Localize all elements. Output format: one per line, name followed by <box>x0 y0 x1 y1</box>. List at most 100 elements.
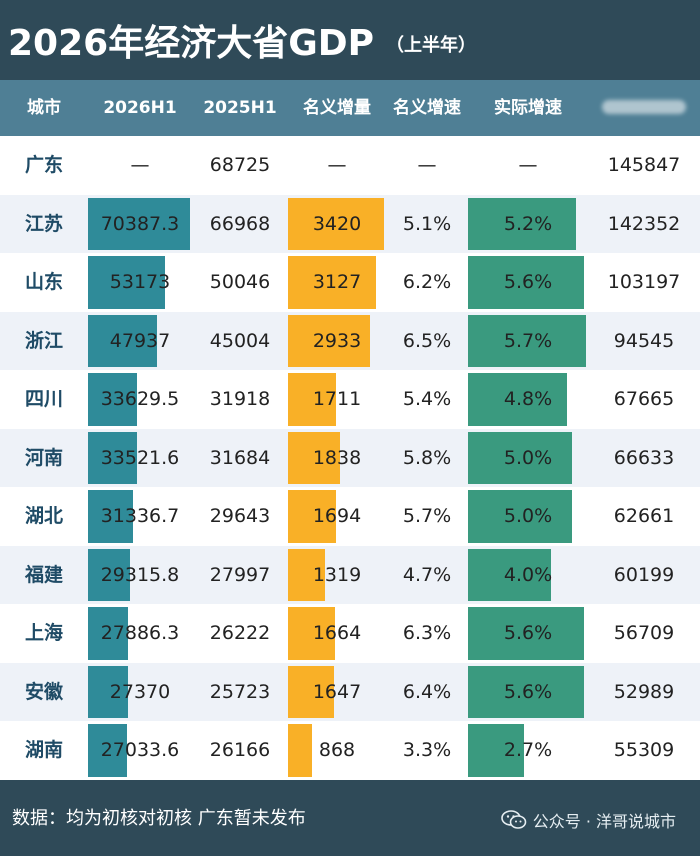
cell-last-column: 67665 <box>613 388 675 411</box>
table-row: 山东 53173 50046 3127 6.2% 5.6% 103197 <box>0 253 700 312</box>
cell-gdp-2026h1: — <box>130 154 150 176</box>
real-growth-bar <box>468 724 524 777</box>
increase-bar <box>288 373 337 426</box>
gdp-bar <box>88 314 158 368</box>
column-header: 2026H1 <box>103 98 177 118</box>
real-growth-bar <box>468 197 576 251</box>
table-row: 河南 33521.6 31684 1838 5.8% 5.0% 66633 <box>0 428 700 488</box>
cell-real-growth: 5.0% <box>503 446 553 469</box>
cell-gdp-2025h1: 31684 <box>209 446 271 469</box>
cell-nominal-increase: 868 <box>318 739 356 762</box>
data-note: 数据：均为初核对初核 广东暂未发布 <box>12 808 306 829</box>
table-row: 上海 27886.3 26222 1664 6.3% 5.6% 56709 <box>0 604 700 663</box>
table-row: 湖北 31336.7 29643 1694 5.7% 5.0% 62661 <box>0 487 700 546</box>
cell-gdp-2025h1: 50046 <box>209 271 271 294</box>
cell-province: 河南 <box>24 446 63 469</box>
cell-province: 安徽 <box>24 680 63 703</box>
table-row: 福建 29315.8 27997 1319 4.7% 4.0% 60199 <box>0 545 700 605</box>
gdp-bar <box>88 373 137 426</box>
cell-nominal-increase: — <box>327 154 347 176</box>
column-header: 实际增速 <box>494 98 562 118</box>
increase-bar <box>288 197 384 251</box>
cell-nominal-growth: 5.7% <box>402 505 452 528</box>
cell-gdp-2026h1: 33629.5 <box>100 388 180 411</box>
cell-gdp-2025h1: 27997 <box>209 563 271 586</box>
cell-province: 江苏 <box>24 212 63 235</box>
table-row: 江苏 70387.3 66968 3420 5.1% 5.2% 142352 <box>0 194 700 254</box>
column-header: 2025H1 <box>203 98 277 118</box>
cell-nominal-growth: 6.5% <box>402 329 452 352</box>
gdp-bar <box>88 665 128 719</box>
cell-nominal-increase: 1664 <box>312 622 362 645</box>
cell-real-growth: 5.6% <box>503 271 553 294</box>
cell-real-growth: 2.7% <box>503 739 553 762</box>
cell-gdp-2026h1: 53173 <box>109 271 171 294</box>
gdp-bar <box>88 197 190 251</box>
cell-gdp-2025h1: 66968 <box>209 212 271 235</box>
cell-province: 上海 <box>24 622 63 645</box>
real-growth-bar <box>468 665 584 719</box>
column-header: 名义增量 <box>303 98 371 118</box>
table-row: 广东 — 68725 — — — 145847 <box>0 136 700 195</box>
increase-bar <box>288 548 326 602</box>
real-growth-bar <box>468 314 586 368</box>
gdp-bar <box>88 724 128 777</box>
cell-last-column: 55309 <box>613 739 675 762</box>
cell-province: 福建 <box>24 563 63 586</box>
increase-bar <box>288 314 371 368</box>
cell-real-growth: 5.0% <box>503 505 553 528</box>
footer: 数据：均为初核对初核 广东暂未发布 公众号 · 洋哥说城市 <box>0 780 700 856</box>
table-row: 安徽 27370 25723 1647 6.4% 5.6% 52989 <box>0 662 700 722</box>
gdp-bar <box>88 256 166 309</box>
cell-nominal-increase: 1838 <box>312 446 362 469</box>
table-row: 浙江 47937 45004 2933 6.5% 5.7% 94545 <box>0 311 700 371</box>
cell-gdp-2026h1: 33521.6 <box>100 446 180 469</box>
cell-nominal-growth: 6.2% <box>402 271 452 294</box>
cell-gdp-2026h1: 31336.7 <box>100 505 180 528</box>
real-growth-bar <box>468 373 568 426</box>
cell-real-growth: 4.8% <box>503 388 553 411</box>
gdp-bar <box>88 607 129 660</box>
cell-last-column: 142352 <box>607 212 681 235</box>
real-growth-bar <box>468 431 572 485</box>
cell-nominal-growth: 5.4% <box>402 388 452 411</box>
table-row: 四川 33629.5 31918 1711 5.4% 4.8% 67665 <box>0 370 700 429</box>
increase-bar <box>288 490 336 543</box>
cell-nominal-increase: 2933 <box>312 329 362 352</box>
cell-gdp-2025h1: 26222 <box>209 622 271 645</box>
cell-last-column: 60199 <box>613 563 675 586</box>
cell-nominal-increase: 1647 <box>312 680 362 703</box>
source-label: 公众号 · 洋哥说城市 <box>500 808 676 832</box>
table-row: 湖南 27033.6 26166 868 3.3% 2.7% 55309 <box>0 721 700 780</box>
cell-real-growth: 5.6% <box>503 680 553 703</box>
source-text: 公众号 · 洋哥说城市 <box>532 812 676 831</box>
header-blurred-label <box>602 100 686 114</box>
title-bar: 2026年经济大省GDP （上半年） <box>0 0 700 80</box>
cell-gdp-2025h1: 25723 <box>209 680 271 703</box>
table-body: 广东 — 68725 — — — 145847 江苏 70387.3 66968 3420 5.1% 5… <box>0 136 700 780</box>
cell-province: 广东 <box>24 154 63 176</box>
cell-province: 山东 <box>24 271 63 294</box>
increase-bar <box>288 665 335 719</box>
cell-province: 湖南 <box>24 739 63 762</box>
gdp-bar <box>88 431 137 485</box>
cell-real-growth: — <box>518 154 538 176</box>
cell-gdp-2025h1: 45004 <box>209 329 271 352</box>
cell-province: 湖北 <box>24 505 63 528</box>
cell-gdp-2026h1: 27033.6 <box>100 739 180 762</box>
cell-gdp-2025h1: 68725 <box>209 154 271 176</box>
cell-gdp-2026h1: 47937 <box>109 329 171 352</box>
cell-nominal-growth: 4.7% <box>402 563 452 586</box>
cell-real-growth: 5.7% <box>503 329 553 352</box>
cell-last-column: 103197 <box>607 271 681 294</box>
column-header: 名义增速 <box>393 98 461 118</box>
cell-gdp-2026h1: 29315.8 <box>100 563 180 586</box>
cell-real-growth: 5.2% <box>503 212 553 235</box>
cell-gdp-2025h1: 26166 <box>209 739 271 762</box>
cell-gdp-2026h1: 70387.3 <box>100 212 180 235</box>
cell-last-column: 66633 <box>613 446 675 469</box>
cell-province: 浙江 <box>24 329 63 352</box>
cell-real-growth: 4.0% <box>503 563 553 586</box>
page-subtitle: （上半年） <box>386 35 477 56</box>
